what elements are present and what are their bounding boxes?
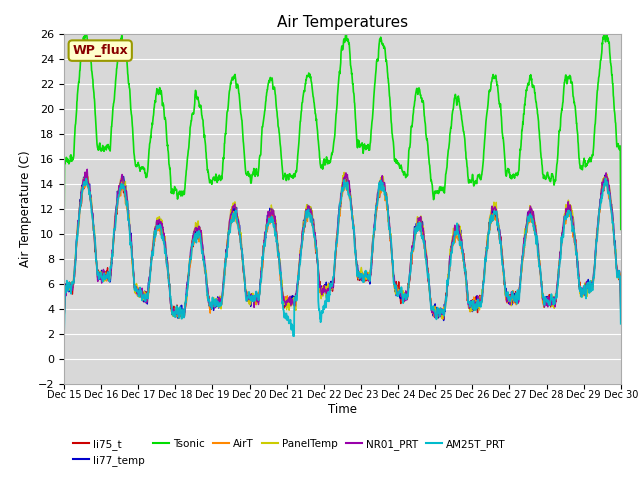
Legend: li75_t, li77_temp, Tsonic, AirT, PanelTemp, NR01_PRT, AM25T_PRT: li75_t, li77_temp, Tsonic, AirT, PanelTe…	[69, 435, 509, 470]
Y-axis label: Air Temperature (C): Air Temperature (C)	[19, 151, 32, 267]
Text: WP_flux: WP_flux	[72, 44, 128, 57]
Title: Air Temperatures: Air Temperatures	[277, 15, 408, 30]
X-axis label: Time: Time	[328, 403, 357, 416]
